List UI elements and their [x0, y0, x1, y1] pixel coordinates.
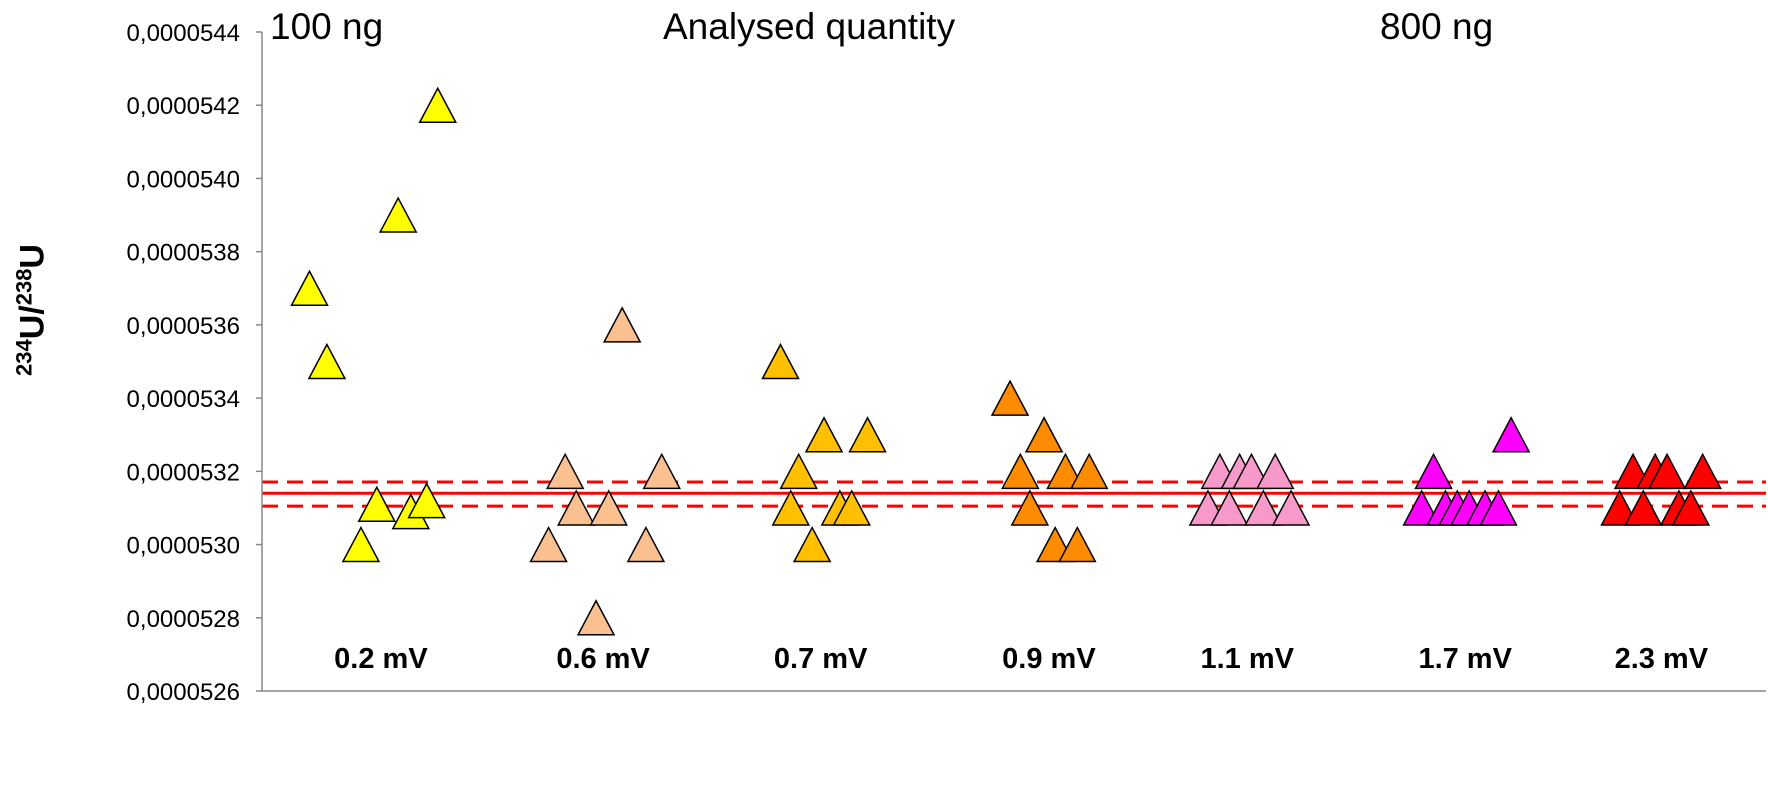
- data-point-triangle: [779, 452, 818, 490]
- data-point-triangle: [418, 86, 457, 123]
- group-label: 2.3 mV: [1615, 643, 1709, 675]
- y-tick-label: 0,0000528: [127, 606, 240, 633]
- data-point-triangle: [792, 525, 832, 563]
- data-point-triangle: [589, 489, 628, 526]
- data-point-triangle: [1069, 452, 1109, 490]
- y-tick-label: 0,0000542: [127, 93, 240, 120]
- y-label-iso-238: 238: [11, 268, 37, 306]
- data-point-triangle: [804, 416, 844, 453]
- data-point-triangle: [545, 452, 585, 490]
- group-labels: 0.2 mV 0.6 mV 0.7 mV 0.9 mV 1.1 mV 1.7 mV 2.3 …: [334, 643, 1709, 675]
- group-label: 0.6 mV: [556, 643, 650, 675]
- data-point-triangle: [771, 489, 811, 526]
- y-tick-labels: 0,0000526 0,0000528 0,0000530 0,0000532 0,00…: [127, 20, 240, 706]
- data-point-triangle: [357, 485, 397, 523]
- annotation-center: Analysed quantity: [663, 6, 956, 47]
- y-label-iso-234: 234: [11, 339, 37, 376]
- data-point-triangle: [848, 416, 887, 453]
- data-point-triangle: [1210, 489, 1249, 526]
- data-point-triangle: [529, 525, 568, 563]
- data-point-triangle: [1010, 489, 1050, 526]
- data-point-triangle: [1479, 489, 1518, 526]
- data-point-triangle: [576, 599, 616, 636]
- y-label-element-1: U/: [13, 305, 52, 340]
- data-point-triangle: [626, 525, 666, 563]
- y-axis-title: 234U/238U: [2, 140, 62, 480]
- data-point-triangle: [1683, 452, 1722, 490]
- data-point-triangle: [1255, 452, 1295, 490]
- group-label: 0.9 mV: [1002, 643, 1096, 675]
- y-tick-label: 0,0000526: [127, 679, 240, 706]
- data-point-triangle: [307, 342, 347, 380]
- data-point-triangle: [1671, 489, 1711, 526]
- y-tick-label: 0,0000534: [127, 386, 240, 413]
- data-point-triangle: [1491, 416, 1531, 453]
- data-point-triangle: [642, 452, 681, 490]
- y-tick-label: 0,0000532: [127, 459, 240, 486]
- data-point-triangle: [1402, 489, 1441, 526]
- data-point-triangle: [290, 269, 329, 307]
- data-point-triangle: [378, 196, 418, 233]
- axes: [256, 31, 1766, 692]
- data-point-triangle: [1244, 489, 1283, 526]
- data-point-triangle: [1647, 452, 1687, 490]
- data-point-triangle: [1271, 489, 1311, 526]
- data-point-triangle: [557, 489, 596, 526]
- data-point-triangle: [990, 379, 1030, 416]
- y-label-element-2: U: [13, 244, 52, 269]
- data-point-triangle: [1046, 452, 1085, 490]
- data-point-triangle: [1058, 525, 1097, 563]
- data-point-triangle: [761, 342, 800, 380]
- y-tick-label: 0,0000538: [127, 240, 240, 267]
- data-point-triangle: [1624, 489, 1663, 526]
- group-label: 0.2 mV: [334, 643, 428, 675]
- y-tick-label: 0,0000530: [127, 533, 240, 560]
- group-label: 1.7 mV: [1418, 643, 1512, 675]
- data-points: [290, 86, 1722, 636]
- data-point-triangle: [1414, 452, 1453, 490]
- data-point-triangle: [1024, 416, 1064, 453]
- y-tick-label: 0,0000536: [127, 313, 240, 340]
- data-point-triangle: [832, 489, 871, 526]
- data-point-triangle: [1232, 452, 1271, 490]
- data-point-triangle: [1001, 452, 1040, 490]
- group-label: 1.1 mV: [1200, 643, 1294, 675]
- y-tick-label: 0,0000540: [127, 166, 240, 193]
- y-tick-label: 0,0000544: [127, 20, 240, 47]
- data-point-triangle: [407, 482, 446, 519]
- annotation-left: 100 ng: [270, 6, 384, 47]
- annotation-right: 800 ng: [1380, 6, 1494, 47]
- group-label: 0.7 mV: [774, 643, 868, 675]
- data-point-triangle: [341, 525, 381, 563]
- data-point-triangle: [1600, 489, 1639, 526]
- data-point-triangle: [602, 306, 642, 343]
